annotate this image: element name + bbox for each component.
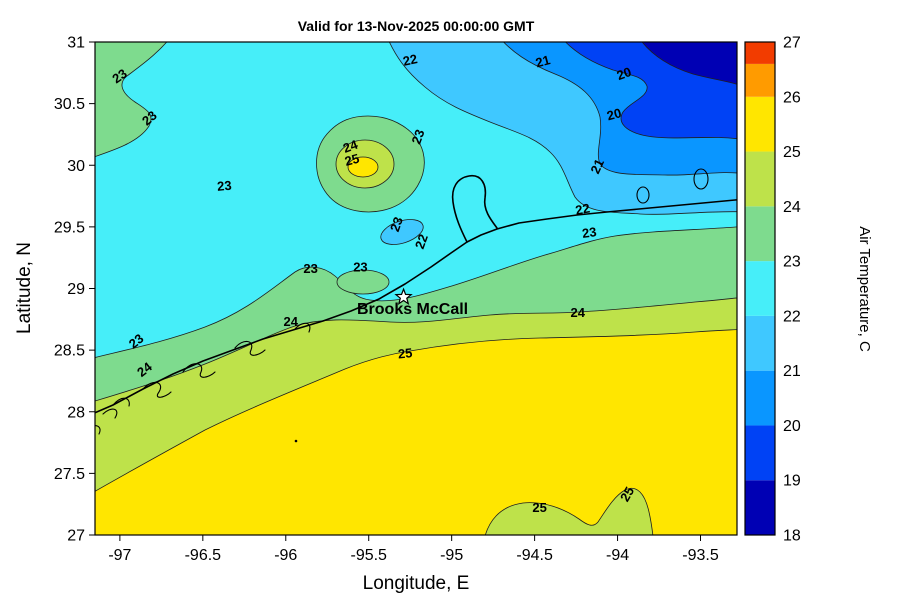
colorbar-tick-label: 18 <box>783 528 801 545</box>
x-tick-label: -94.5 <box>516 547 553 564</box>
colorbar-cell <box>745 96 775 152</box>
contour-green-patch <box>336 269 390 295</box>
x-tick-label: -96.5 <box>185 547 222 564</box>
colorbar-tick-label: 24 <box>783 199 801 216</box>
colorbar-tick-label: 21 <box>783 363 801 380</box>
colorbar-tick-label: 25 <box>783 144 801 161</box>
x-tick-label: -93.5 <box>682 547 719 564</box>
contour-label: 23 <box>353 260 367 275</box>
coastline <box>95 199 737 414</box>
contour-label: 25 <box>397 345 413 361</box>
y-tick-label: 30.5 <box>54 96 85 113</box>
y-tick-label: 28 <box>67 404 85 421</box>
colorbar: 18 19 20 21 22 23 24 25 26 27 <box>744 35 801 545</box>
contour-label: 23 <box>216 178 232 194</box>
contour-band-18-19 <box>641 42 737 85</box>
colorbar-cell <box>745 151 775 207</box>
galveston-bay-outline <box>451 174 498 243</box>
contour-label: 25 <box>532 500 546 515</box>
colorbar-cell <box>745 480 775 535</box>
colorbar-cell <box>745 315 775 371</box>
calcasieu-lake-outline <box>693 168 709 190</box>
contour-label: 20 <box>605 105 623 123</box>
colorbar-tick-label: 27 <box>783 35 801 52</box>
contour-label: 24 <box>571 305 586 320</box>
contour-label: 24 <box>341 137 360 156</box>
x-tick-label: -94 <box>606 547 629 564</box>
contour-label: 23 <box>387 215 406 234</box>
colorbar-tick-label: 23 <box>783 254 801 271</box>
x-tick-label: -95 <box>440 547 463 564</box>
colorbar-cell <box>745 425 775 481</box>
contour-band-25-26-south <box>95 329 737 535</box>
contour-label: 22 <box>412 232 431 251</box>
colorbar-cell <box>745 206 775 262</box>
y-tick-label: 28.5 <box>54 343 85 360</box>
warmspot-band-25-26 <box>347 156 379 178</box>
y-tick-label: 29.5 <box>54 219 85 236</box>
colorbar-cell <box>745 261 775 316</box>
islet-dot <box>294 439 298 443</box>
colorbar-cell <box>745 63 775 97</box>
colorbar-cell <box>745 370 775 426</box>
plot-title: Valid for 13-Nov-2025 00:00:00 GMT <box>298 18 535 34</box>
contour-label: 21 <box>534 52 552 70</box>
contour-label: 23 <box>581 224 597 241</box>
station-label: Brooks McCall <box>357 301 468 318</box>
x-axis-label: Longitude, E <box>363 573 470 594</box>
contour-label: 23 <box>408 127 427 146</box>
contour-label: 25 <box>617 484 637 504</box>
y-tick-label: 27 <box>67 528 85 545</box>
y-axis-label: Latitude, N <box>14 242 35 334</box>
bays-and-islands <box>95 322 311 435</box>
colorbar-tick-label: 19 <box>783 473 801 490</box>
colorbar-tick-label: 20 <box>783 418 801 435</box>
y-tick-label: 27.5 <box>54 466 85 483</box>
contour-label: 25 <box>343 151 361 169</box>
y-tick-label: 29 <box>67 281 85 298</box>
contour-label: 20 <box>615 64 634 83</box>
y-tick-label: 30 <box>67 158 85 175</box>
contour-band-23-24-nw <box>95 42 168 158</box>
contour-label: 21 <box>587 157 607 176</box>
colorbar-axis-label: Air Temperature, C <box>856 226 873 352</box>
x-tick-label: -96 <box>274 547 297 564</box>
sabine-lake-outline <box>636 186 650 204</box>
contour-cool-patch <box>380 219 424 245</box>
contour-label: 23 <box>109 66 129 87</box>
contour-label: 22 <box>574 200 591 217</box>
y-tick-label: 31 <box>67 35 85 52</box>
colorbar-tick-label: 22 <box>783 308 801 325</box>
colorbar-cell <box>745 42 775 64</box>
contour-cool-pocket-bottom <box>484 487 654 535</box>
station-star-marker <box>394 287 413 305</box>
colorbar-tick-label: 26 <box>783 89 801 106</box>
colorbar-frame <box>744 41 776 536</box>
x-tick-label: -95.5 <box>350 547 387 564</box>
contour-label: 23 <box>303 261 317 276</box>
x-tick-label: -97 <box>108 547 131 564</box>
axis-ticks: -97 -96.5 -96 -95.5 -95 -94.5 -94 -93.5 27 27.5 28… <box>54 35 719 565</box>
contour-label: 22 <box>401 51 418 69</box>
contour-label: 24 <box>284 314 299 329</box>
